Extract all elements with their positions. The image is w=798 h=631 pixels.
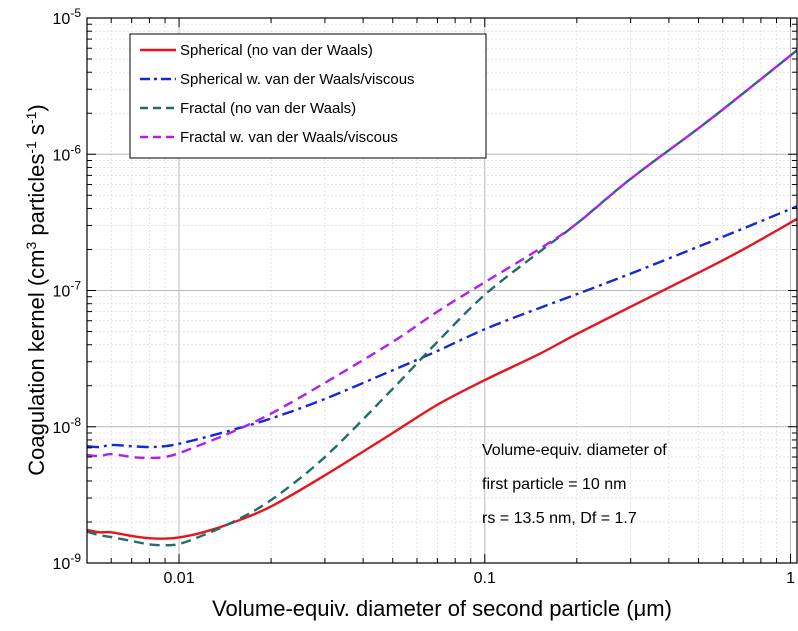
annotation-line-3: rs = 13.5 nm, Df = 1.7 xyxy=(482,510,637,527)
y-tick-label-base: 10 xyxy=(53,147,71,164)
axis-ticks xyxy=(86,18,797,564)
y-axis-title-suffix: ) xyxy=(24,104,49,111)
y-axis-title-mid2: s xyxy=(24,124,49,141)
y-tick-label-exponent: -7 xyxy=(70,279,81,293)
series-line-2 xyxy=(86,205,798,449)
y-tick-label: 10-7 xyxy=(53,279,82,301)
y-tick-label-exponent: -8 xyxy=(70,415,81,429)
series-line-3 xyxy=(86,49,798,547)
annotation-line-1: Volume-equiv. diameter of xyxy=(482,442,667,459)
y-tick-label: 10-8 xyxy=(53,415,82,437)
y-tick-label: 10-6 xyxy=(53,142,82,164)
x-tick-label: 0.1 xyxy=(474,570,496,587)
legend-label-1: Spherical (no van der Waals) xyxy=(180,42,373,59)
y-tick-labels: 10-910-810-710-610-5 xyxy=(53,6,82,573)
y-axis-title: Coagulation kernel (cm3 particles-1 s-1) xyxy=(23,104,49,475)
x-tick-label: 0.01 xyxy=(163,570,194,587)
y-axis-title-sup2: -1 xyxy=(23,141,39,154)
y-tick-label-base: 10 xyxy=(53,284,71,301)
legend-items: Spherical (no van der Waals) Spherical w.… xyxy=(140,42,415,146)
x-tick-label: 1 xyxy=(786,570,795,587)
annotation-line-2: first particle = 10 nm xyxy=(482,476,627,493)
series-lines xyxy=(86,49,798,547)
y-tick-label-base: 10 xyxy=(53,11,71,28)
y-axis-title-mid: particles xyxy=(24,154,49,242)
y-tick-label-base: 10 xyxy=(53,556,71,573)
y-axis-title-sup1: 3 xyxy=(23,241,39,249)
legend-label-4: Fractal w. van der Waals/viscous xyxy=(180,129,398,146)
legend: Spherical (no van der Waals) Spherical w.… xyxy=(129,33,487,159)
series-line-4 xyxy=(86,49,798,460)
series-line-1 xyxy=(86,217,798,540)
y-tick-label-exponent: -6 xyxy=(70,142,81,156)
y-tick-label-base: 10 xyxy=(53,420,71,437)
x-tick-labels: 0.01 0.1 1 xyxy=(163,570,795,587)
y-tick-label: 10-5 xyxy=(53,6,82,28)
y-axis-title-sup3: -1 xyxy=(23,111,39,124)
y-tick-label-exponent: -9 xyxy=(70,551,81,565)
legend-box xyxy=(129,33,487,159)
y-axis-title-prefix: Coagulation kernel (cm xyxy=(24,249,49,475)
x-axis-title: Volume-equiv. diameter of second particl… xyxy=(212,596,672,621)
y-tick-label-exponent: -5 xyxy=(70,6,81,20)
legend-label-2: Spherical w. van der Waals/viscous xyxy=(180,71,415,88)
legend-label-3: Fractal (no van der Waals) xyxy=(180,100,356,117)
y-tick-label: 10-9 xyxy=(53,551,82,573)
